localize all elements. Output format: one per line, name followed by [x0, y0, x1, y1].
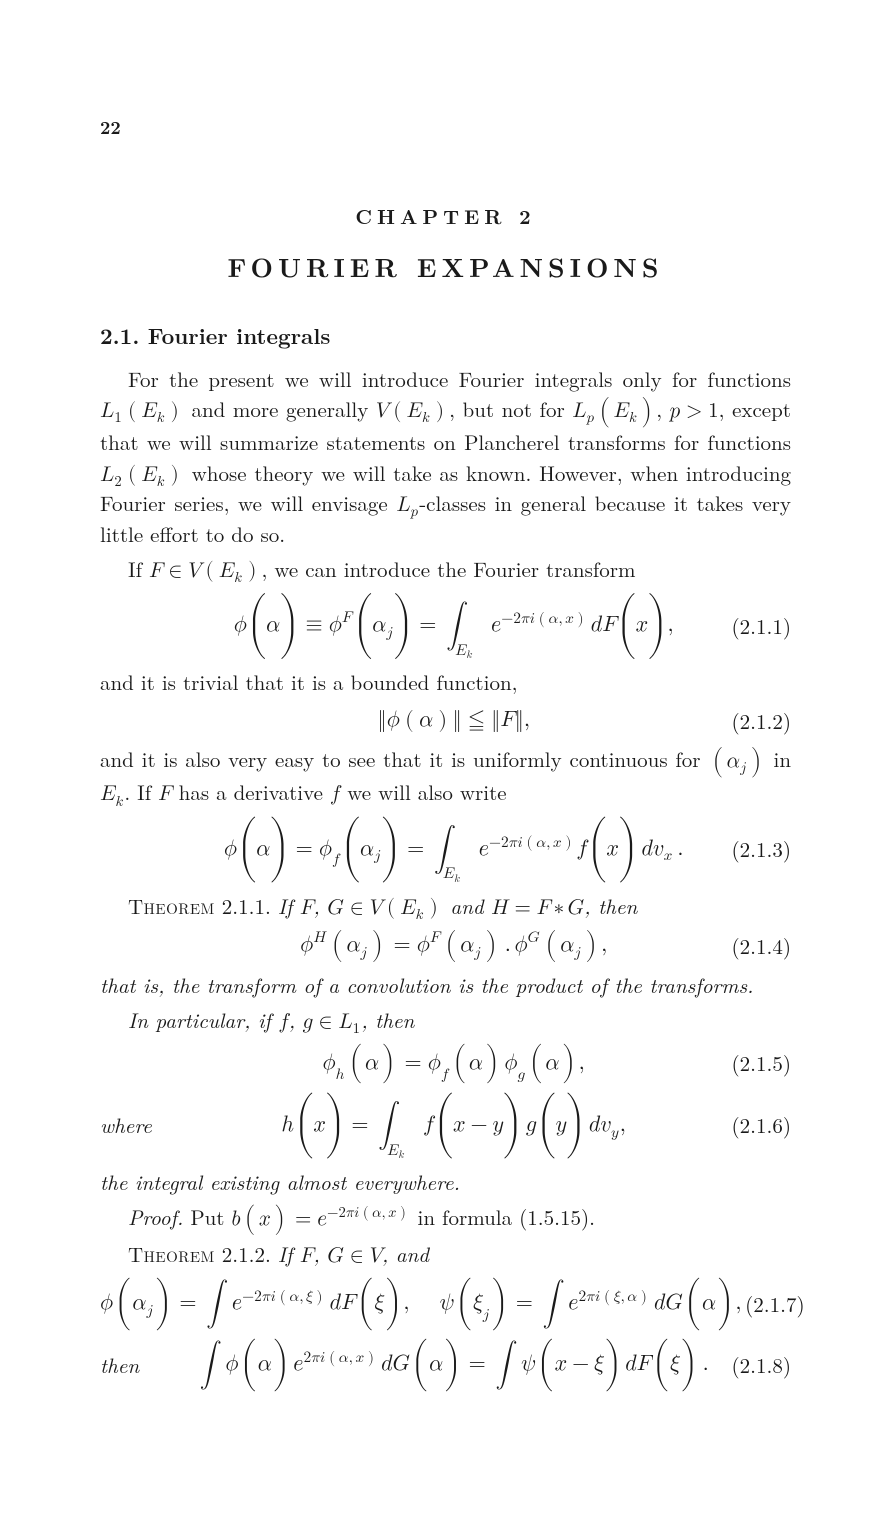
text: in formula (1.5.15).: [411, 1202, 595, 1232]
theorem-label: Theorem: [128, 891, 215, 921]
body-paragraph: For the present we will introduce Fourie…: [100, 364, 791, 550]
proof-paragraph: Proof. Put b(x)=e−2πi(α,x) in formula (1…: [100, 1202, 791, 1235]
text: ,: [656, 394, 669, 424]
text: and more generally: [184, 394, 376, 424]
body-paragraph: the integral existing almost everywhere.: [100, 1167, 791, 1197]
equation-number: (2.1.5): [701, 1048, 791, 1078]
text: that is, the transform of a convolution …: [100, 970, 754, 1000]
inline-math: g∈L1: [303, 1014, 362, 1033]
theorem-number: 2.1.2.: [215, 1239, 278, 1269]
inline-math: L2(Ek): [100, 465, 184, 487]
text: and it is trivial that it is a bounded f…: [100, 667, 517, 697]
display-equation: ϕ(α)≡ ϕF(αj)= ∫Ek e−2πi(α,x) dF(x),: [210, 592, 701, 659]
text: If: [278, 891, 300, 921]
where-label: where: [100, 1110, 210, 1140]
equation-row: where h(x)= ∫Ek f(x−y) g(y)dvy, (2.1.6): [100, 1092, 791, 1159]
text: , then: [361, 1005, 414, 1035]
display-equation: ∫ϕ(α) e2πi(α,x) dG(α) = ∫ψ(x−ξ)dF(ξ).: [196, 1338, 712, 1391]
inline-math: F: [300, 900, 314, 914]
text: , but not for: [449, 394, 572, 424]
display-equation: ϕ(αj)= ∫e−2πi(α,ξ)dF(ξ) , ψ(ξj)= ∫e2πi(ξ…: [100, 1277, 745, 1330]
body-paragraph: In particular, if f, g∈L1, then: [100, 1005, 791, 1035]
text: and: [443, 891, 491, 921]
inline-math: Lp: [396, 497, 419, 519]
inline-math: G∈V: [327, 1248, 381, 1263]
display-equation: ϕh(α)= ϕf(α) ϕg(α),: [210, 1043, 701, 1084]
equation-row: then ∫ϕ(α) e2πi(α,x) dG(α) = ∫ψ(x−ξ)dF(ξ…: [100, 1338, 791, 1391]
display-equation: ϕH(αj)= ϕF(αj) . ϕG(αj),: [210, 929, 701, 962]
body-paragraph: that is, the transform of a convolution …: [100, 970, 791, 1000]
equation-row: ϕ(α)= ϕf(αj)= ∫Ek e−2πi(α,x) f(x)dvx. (2…: [100, 816, 791, 883]
proof-label: Proof.: [128, 1202, 183, 1232]
text: has a derivative: [172, 777, 330, 807]
body-paragraph: and it is also very easy to see that it …: [100, 744, 791, 808]
inline-math: V(Ek): [376, 401, 449, 423]
text: ,: [289, 1005, 303, 1035]
equation-row: ϕ(α)≡ ϕF(αj)= ∫Ek e−2πi(α,x) dF(x), (2.1…: [100, 592, 791, 659]
inline-math: F: [300, 1248, 314, 1262]
then-label: then: [100, 1350, 196, 1380]
equation-row: ϕh(α)= ϕf(α) ϕg(α), (2.1.5): [100, 1043, 791, 1084]
equation-number: (2.1.8): [712, 1350, 791, 1380]
inline-math: f: [330, 786, 340, 800]
inline-math: L1(Ek): [100, 401, 184, 423]
text: , we can introduce the Fourier transform: [261, 554, 635, 584]
inline-math: F∈V(Ek): [149, 561, 261, 583]
inline-math: f: [278, 1014, 288, 1028]
page: 22 CHAPTER 2 FOURIER EXPANSIONS 2.1. Fou…: [0, 0, 891, 1519]
body-paragraph: and it is trivial that it is a bounded f…: [100, 667, 791, 697]
theorem-number: 2.1.1.: [215, 891, 278, 921]
chapter-title: FOURIER EXPANSIONS: [100, 248, 791, 286]
display-equation: h(x)= ∫Ek f(x−y) g(y)dvy,: [210, 1092, 701, 1159]
chapter-label: CHAPTER 2: [100, 201, 791, 230]
equation-number: (2.1.7): [745, 1289, 805, 1319]
text: , and: [382, 1239, 429, 1269]
inline-math: b(x)=e−2πi(α,x): [231, 1204, 410, 1235]
theorem-paragraph: Theorem 2.1.2. If F, G∈V, and: [100, 1239, 791, 1269]
equation-number: (2.1.1): [701, 611, 791, 641]
inline-math: Lp(Ek): [572, 396, 656, 427]
text: ,: [313, 1239, 327, 1269]
text: If: [128, 554, 149, 584]
page-number: 22: [100, 115, 791, 141]
theorem-paragraph: Theorem 2.1.1. If F, G∈V(Ek) and H=F∗G, …: [100, 891, 791, 921]
equation-number: (2.1.6): [701, 1110, 791, 1140]
inline-math: Ek: [100, 786, 124, 805]
text: , then: [584, 891, 637, 921]
equation-row: ϕ(αj)= ∫e−2πi(α,ξ)dF(ξ) , ψ(ξj)= ∫e2πi(ξ…: [100, 1277, 791, 1330]
section-heading: 2.1. Fourier integrals: [100, 320, 791, 352]
inline-math: p>1: [670, 403, 719, 421]
inline-math: F: [158, 786, 172, 800]
text: the integral existing almost everywhere.: [100, 1167, 460, 1197]
inline-math: (αj): [708, 746, 765, 777]
text: in: [766, 744, 791, 774]
inline-math: G∈V(Ek): [327, 898, 442, 920]
text: and it is also very easy to see that it …: [100, 744, 708, 774]
equation-row: ‖ϕ(α)‖ ≦ ‖F‖, (2.1.2): [100, 706, 791, 736]
theorem-label: Theorem: [128, 1239, 215, 1269]
text: For the present we will introduce Fourie…: [128, 364, 791, 394]
body-paragraph: If F∈V(Ek), we can introduce the Fourier…: [100, 554, 791, 584]
text: . If: [124, 777, 158, 807]
text: Put: [183, 1202, 231, 1232]
text: In particular, if: [128, 1005, 278, 1035]
inline-math: H=F∗G: [491, 900, 584, 914]
text: If: [278, 1239, 300, 1269]
equation-number: (2.1.3): [701, 834, 791, 864]
display-equation: ϕ(α)= ϕf(αj)= ∫Ek e−2πi(α,x) f(x)dvx.: [210, 816, 701, 883]
display-equation: ‖ϕ(α)‖ ≦ ‖F‖,: [210, 709, 701, 732]
equation-row: ϕH(αj)= ϕF(αj) . ϕG(αj), (2.1.4): [100, 929, 791, 962]
text: we will also write: [340, 777, 506, 807]
text: ,: [313, 891, 327, 921]
equation-number: (2.1.2): [701, 706, 791, 736]
equation-number: (2.1.4): [701, 931, 791, 961]
